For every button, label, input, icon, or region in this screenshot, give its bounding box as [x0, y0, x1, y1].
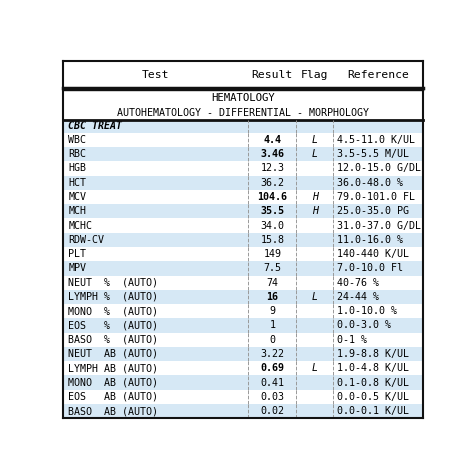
Bar — [63, 219, 423, 233]
Text: 0.0-0.1 K/UL: 0.0-0.1 K/UL — [337, 406, 410, 416]
Text: BASO  %  (AUTO): BASO % (AUTO) — [68, 335, 158, 345]
Text: 9: 9 — [269, 306, 275, 316]
Text: MONO  %  (AUTO): MONO % (AUTO) — [68, 306, 158, 316]
Bar — [63, 106, 423, 119]
Bar — [63, 390, 423, 404]
Text: 140-440 K/UL: 140-440 K/UL — [337, 249, 410, 259]
Bar — [63, 319, 423, 333]
Text: 15.8: 15.8 — [260, 235, 284, 245]
Bar — [63, 261, 423, 275]
Text: RBC: RBC — [68, 149, 86, 159]
Text: 3.46: 3.46 — [260, 149, 284, 159]
Text: MPV: MPV — [68, 264, 86, 273]
Text: HCT: HCT — [68, 178, 86, 188]
Text: 74: 74 — [266, 278, 278, 288]
Text: MCHC: MCHC — [68, 220, 92, 230]
Text: EOS   AB (AUTO): EOS AB (AUTO) — [68, 392, 158, 402]
Text: 0.03: 0.03 — [260, 392, 284, 402]
Text: 0.0-0.5 K/UL: 0.0-0.5 K/UL — [337, 392, 410, 402]
Text: 3.5-5.5 M/UL: 3.5-5.5 M/UL — [337, 149, 410, 159]
Text: 0.0-3.0 %: 0.0-3.0 % — [337, 320, 392, 330]
Bar — [63, 361, 423, 375]
Bar — [63, 275, 423, 290]
Bar — [63, 347, 423, 361]
Text: 3.22: 3.22 — [260, 349, 284, 359]
Text: 24-44 %: 24-44 % — [337, 292, 379, 302]
Text: L: L — [311, 363, 318, 373]
Text: EOS   %  (AUTO): EOS % (AUTO) — [68, 320, 158, 330]
Text: H: H — [311, 192, 318, 202]
Text: 4.4: 4.4 — [264, 135, 281, 145]
Text: 1: 1 — [269, 320, 275, 330]
Text: BASO  AB (AUTO): BASO AB (AUTO) — [68, 406, 158, 416]
Text: HGB: HGB — [68, 164, 86, 173]
Text: Flag: Flag — [301, 71, 328, 81]
Text: 104.6: 104.6 — [257, 192, 287, 202]
Text: 40-76 %: 40-76 % — [337, 278, 379, 288]
Text: 35.5: 35.5 — [260, 206, 284, 216]
Text: MONO  AB (AUTO): MONO AB (AUTO) — [68, 377, 158, 388]
Text: 0.69: 0.69 — [260, 363, 284, 373]
Text: NEUT  AB (AUTO): NEUT AB (AUTO) — [68, 349, 158, 359]
Text: AUTOHEMATOLOGY - DIFFERENTIAL - MORPHOLOGY: AUTOHEMATOLOGY - DIFFERENTIAL - MORPHOLO… — [117, 108, 369, 118]
Bar — [63, 147, 423, 161]
Text: L: L — [311, 135, 318, 145]
Text: 1.0-4.8 K/UL: 1.0-4.8 K/UL — [337, 363, 410, 373]
Text: 4.5-11.0 K/UL: 4.5-11.0 K/UL — [337, 135, 415, 145]
Text: H: H — [311, 206, 318, 216]
Bar — [63, 133, 423, 147]
Text: 0.02: 0.02 — [260, 406, 284, 416]
Text: NEUT  %  (AUTO): NEUT % (AUTO) — [68, 278, 158, 288]
Text: 36.2: 36.2 — [260, 178, 284, 188]
Bar — [63, 375, 423, 390]
Text: 1.0-10.0 %: 1.0-10.0 % — [337, 306, 397, 316]
Text: 11.0-16.0 %: 11.0-16.0 % — [337, 235, 403, 245]
Text: HEMATOLOGY: HEMATOLOGY — [211, 93, 275, 103]
Bar — [63, 290, 423, 304]
Text: WBC: WBC — [68, 135, 86, 145]
Bar — [63, 190, 423, 204]
Text: CBC TREAT: CBC TREAT — [68, 121, 122, 131]
Text: 149: 149 — [264, 249, 281, 259]
Text: 36.0-48.0 %: 36.0-48.0 % — [337, 178, 403, 188]
Text: 0: 0 — [269, 335, 275, 345]
Bar — [63, 175, 423, 190]
Bar — [63, 233, 423, 247]
Text: 7.5: 7.5 — [264, 264, 281, 273]
Text: 34.0: 34.0 — [260, 220, 284, 230]
Text: LYMPH AB (AUTO): LYMPH AB (AUTO) — [68, 363, 158, 373]
Text: 79.0-101.0 FL: 79.0-101.0 FL — [337, 192, 415, 202]
Text: MCV: MCV — [68, 192, 86, 202]
Bar — [63, 247, 423, 261]
Text: Test: Test — [142, 71, 169, 81]
Text: MCH: MCH — [68, 206, 86, 216]
Text: L: L — [311, 149, 318, 159]
Text: 7.0-10.0 Fl: 7.0-10.0 Fl — [337, 264, 403, 273]
Text: 1.9-8.8 K/UL: 1.9-8.8 K/UL — [337, 349, 410, 359]
Bar — [63, 204, 423, 219]
Text: 16: 16 — [266, 292, 278, 302]
Text: Result: Result — [252, 71, 293, 81]
Text: PLT: PLT — [68, 249, 86, 259]
Bar — [63, 304, 423, 319]
Bar — [63, 91, 423, 106]
Text: 0-1 %: 0-1 % — [337, 335, 367, 345]
Text: LYMPH %  (AUTO): LYMPH % (AUTO) — [68, 292, 158, 302]
Bar — [63, 161, 423, 175]
Text: 0.1-0.8 K/UL: 0.1-0.8 K/UL — [337, 377, 410, 388]
Bar — [63, 61, 423, 91]
Text: 25.0-35.0 PG: 25.0-35.0 PG — [337, 206, 410, 216]
Bar — [63, 333, 423, 347]
Text: RDW-CV: RDW-CV — [68, 235, 104, 245]
Text: 31.0-37.0 G/DL: 31.0-37.0 G/DL — [337, 220, 421, 230]
Text: L: L — [311, 292, 318, 302]
Text: Reference: Reference — [347, 71, 409, 81]
Bar — [63, 119, 423, 133]
Text: 12.0-15.0 G/DL: 12.0-15.0 G/DL — [337, 164, 421, 173]
Text: 12.3: 12.3 — [260, 164, 284, 173]
Text: 0.41: 0.41 — [260, 377, 284, 388]
Bar — [63, 404, 423, 418]
